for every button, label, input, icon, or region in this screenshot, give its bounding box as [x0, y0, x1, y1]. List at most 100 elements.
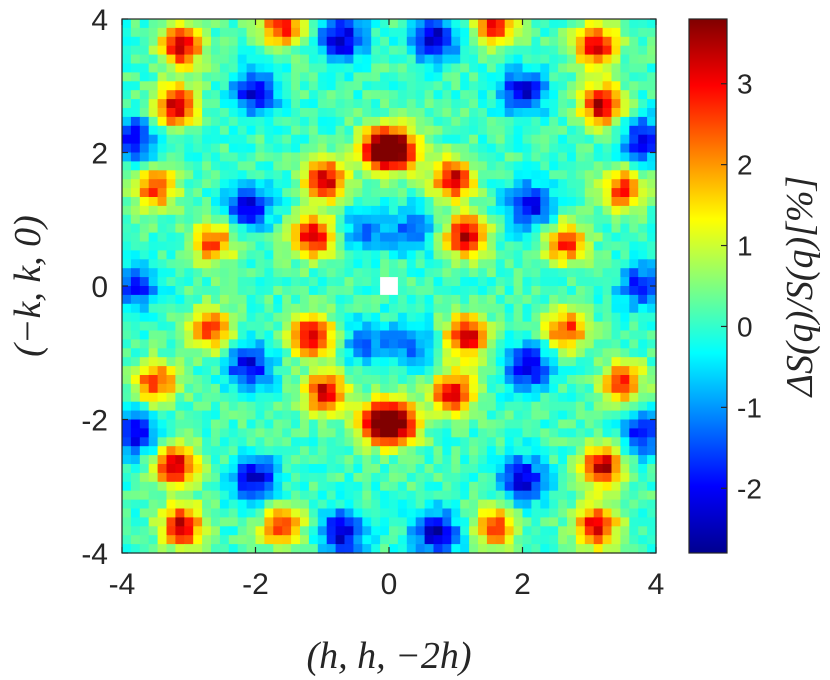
- heatmap-cell: [575, 410, 586, 421]
- heatmap-cell: [638, 499, 648, 510]
- heatmap-cell: [522, 419, 532, 429]
- heatmap-cell: [504, 36, 515, 47]
- heatmap-cell: [362, 517, 372, 527]
- heatmap-cell: [148, 410, 159, 421]
- heatmap-cell: [469, 152, 479, 162]
- heatmap-cell: [326, 535, 337, 545]
- heatmap-cell: [282, 526, 292, 536]
- heatmap-cell: [451, 526, 461, 536]
- heatmap-cell: [211, 54, 221, 65]
- heatmap-cell: [647, 19, 657, 29]
- heatmap-cell: [504, 277, 515, 287]
- heatmap-cell: [166, 197, 176, 207]
- heatmap-cell: [371, 152, 381, 162]
- heatmap-cell: [549, 455, 559, 465]
- heatmap-cell: [255, 383, 265, 394]
- heatmap-cell: [300, 179, 310, 189]
- heatmap-cell: [326, 428, 337, 438]
- heatmap-cell: [495, 455, 506, 465]
- heatmap-cell: [255, 499, 265, 510]
- heatmap-cell: [193, 19, 203, 29]
- heatmap-cell: [380, 419, 390, 429]
- heatmap-cell: [362, 250, 372, 260]
- heatmap-cell: [647, 90, 657, 100]
- heatmap-cell: [308, 81, 319, 91]
- heatmap-cell: [300, 383, 310, 394]
- heatmap-cell: [175, 339, 185, 349]
- heatmap-cell: [184, 517, 194, 527]
- heatmap-cell: [629, 286, 639, 296]
- heatmap-cell: [130, 268, 141, 278]
- heatmap-cell: [175, 268, 185, 278]
- heatmap-cell: [647, 410, 657, 421]
- heatmap-cell: [326, 330, 337, 340]
- heatmap-cell: [326, 36, 337, 47]
- heatmap-cell: [184, 428, 194, 438]
- heatmap-cell: [602, 223, 613, 234]
- heatmap-cell: [300, 197, 310, 207]
- heatmap-cell: [495, 214, 506, 225]
- heatmap-cell: [584, 286, 595, 296]
- heatmap-cell: [166, 45, 176, 56]
- heatmap-cell: [584, 45, 595, 56]
- heatmap-cell: [193, 268, 203, 278]
- heatmap-cell: [219, 90, 230, 100]
- heatmap-cell: [424, 36, 435, 47]
- heatmap-cell: [602, 232, 613, 243]
- heatmap-cell: [122, 517, 132, 527]
- heatmap-cell: [522, 303, 532, 314]
- heatmap-cell: [397, 205, 408, 216]
- heatmap-cell: [308, 544, 319, 554]
- heatmap-cell: [647, 392, 657, 403]
- heatmap-cell: [602, 125, 613, 136]
- heatmap-cell: [567, 268, 577, 278]
- heatmap-cell: [175, 223, 185, 234]
- heatmap-cell: [575, 223, 586, 234]
- heatmap-cell: [495, 508, 506, 518]
- heatmap-cell: [308, 72, 319, 82]
- heatmap-cell: [602, 321, 613, 332]
- heatmap-cell: [638, 161, 648, 171]
- heatmap-cell: [273, 36, 283, 47]
- heatmap-cell: [406, 170, 417, 180]
- heatmap-cell: [362, 188, 372, 198]
- heatmap-cell: [531, 508, 541, 518]
- heatmap-cell: [237, 161, 248, 171]
- heatmap-cell: [184, 45, 194, 56]
- heatmap-cell: [629, 490, 639, 501]
- heatmap-cell: [184, 357, 194, 367]
- heatmap-cell: [451, 116, 461, 127]
- heatmap-cell: [558, 383, 568, 394]
- heatmap-cell: [344, 188, 354, 198]
- heatmap-cell: [335, 134, 346, 145]
- heatmap-cell: [300, 277, 310, 287]
- heatmap-cell: [308, 366, 319, 376]
- heatmap-cell: [308, 481, 319, 492]
- heatmap-cell: [184, 223, 194, 234]
- heatmap-cell: [442, 45, 452, 56]
- heatmap-cell: [478, 481, 488, 492]
- heatmap-cell: [380, 508, 390, 518]
- heatmap-cell: [602, 437, 613, 447]
- heatmap-cell: [629, 241, 639, 251]
- heatmap-cell: [451, 455, 461, 465]
- heatmap-cell: [273, 383, 283, 394]
- heatmap-cell: [442, 143, 452, 154]
- heatmap-cell: [335, 99, 346, 109]
- heatmap-cell: [397, 286, 408, 296]
- heatmap-cell: [629, 481, 639, 492]
- heatmap-cell: [344, 54, 354, 65]
- heatmap-cell: [335, 72, 346, 82]
- heatmap-cell: [300, 535, 310, 545]
- heatmap-cell: [264, 446, 274, 456]
- heatmap-cell: [486, 241, 497, 251]
- heatmap-cell: [344, 81, 354, 91]
- heatmap-cell: [353, 143, 363, 154]
- heatmap-cell: [157, 116, 168, 127]
- heatmap-cell: [522, 544, 532, 554]
- heatmap-cell: [638, 108, 648, 118]
- heatmap-cell: [264, 544, 274, 554]
- heatmap-cell: [620, 170, 630, 180]
- heatmap-cell: [202, 286, 212, 296]
- heatmap-cell: [353, 170, 363, 180]
